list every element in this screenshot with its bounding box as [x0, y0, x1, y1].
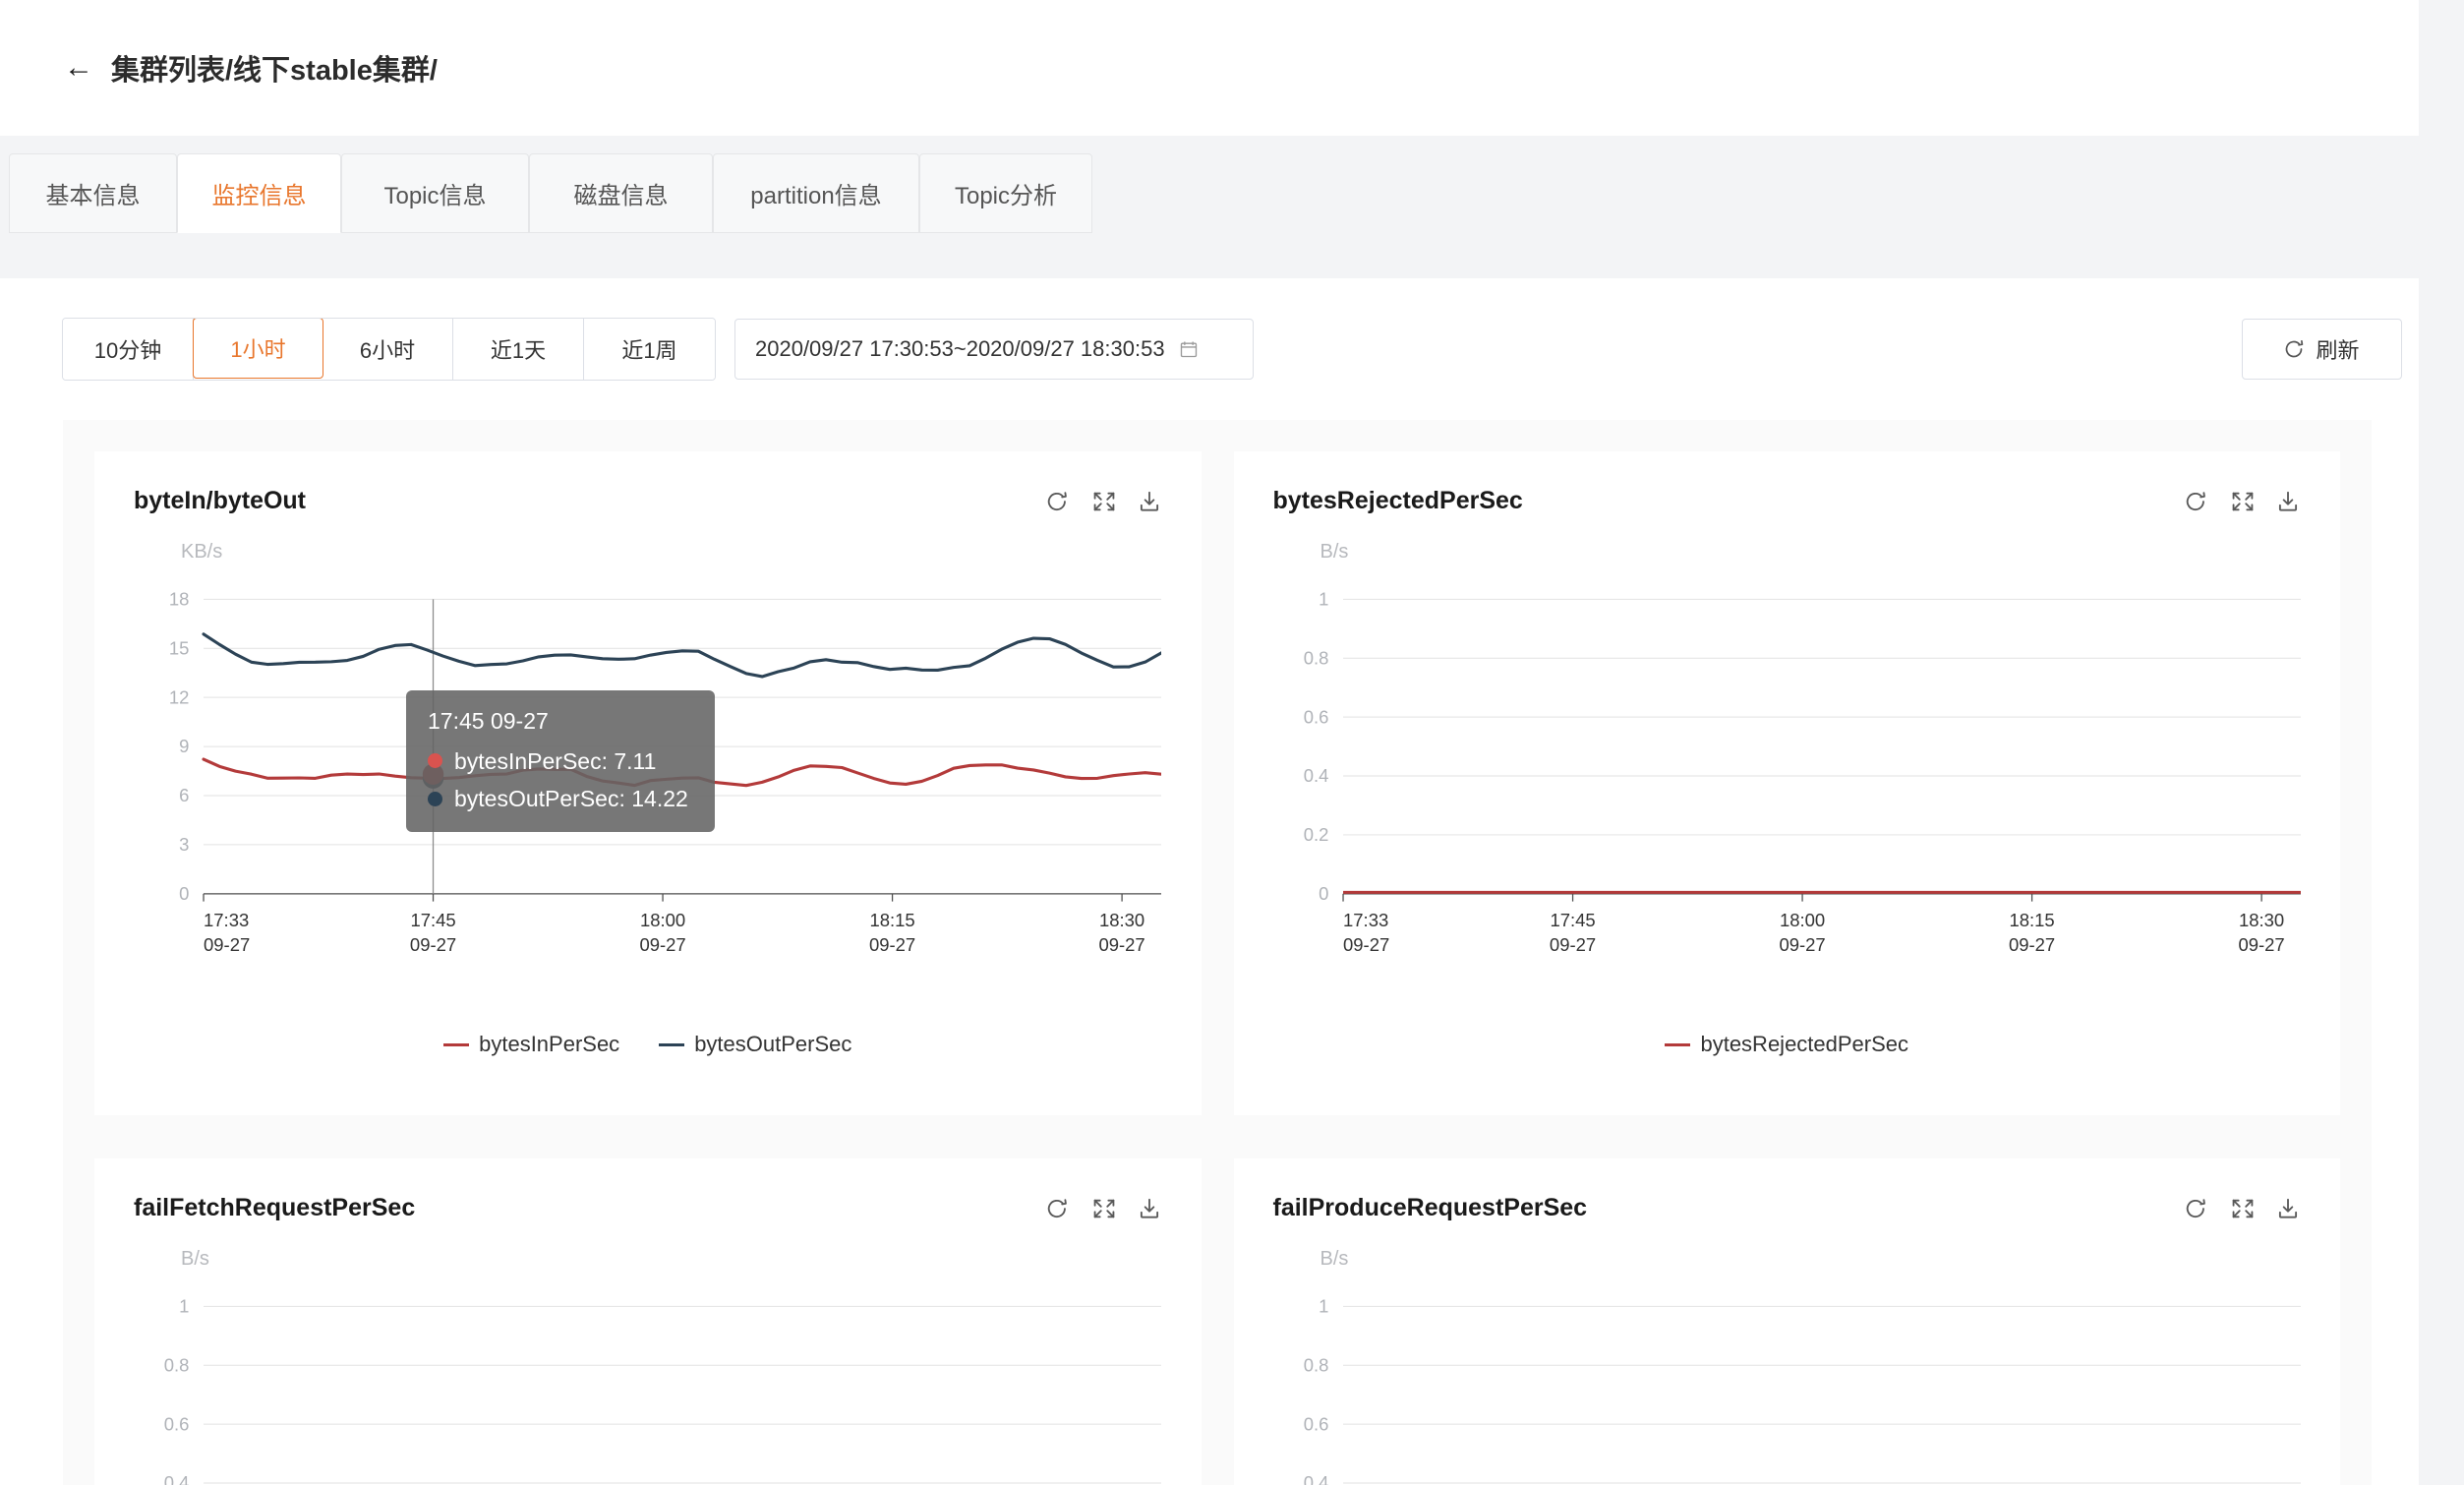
svg-text:18:00: 18:00 — [1779, 910, 1824, 930]
svg-text:09-27: 09-27 — [2008, 934, 2054, 955]
svg-text:09-27: 09-27 — [2238, 934, 2284, 955]
svg-text:0.6: 0.6 — [164, 1413, 190, 1434]
svg-text:09-27: 09-27 — [1343, 934, 1389, 955]
svg-text:09-27: 09-27 — [1098, 934, 1144, 955]
svg-text:0.8: 0.8 — [1303, 1354, 1328, 1375]
svg-text:09-27: 09-27 — [639, 934, 685, 955]
svg-text:18:30: 18:30 — [2238, 910, 2283, 930]
svg-text:09-27: 09-27 — [869, 934, 915, 955]
svg-text:0.4: 0.4 — [1303, 765, 1328, 786]
svg-text:0: 0 — [179, 883, 189, 904]
svg-text:0: 0 — [1319, 883, 1328, 904]
svg-text:12: 12 — [169, 686, 190, 707]
svg-text:09-27: 09-27 — [1549, 934, 1595, 955]
svg-text:17:33: 17:33 — [1343, 910, 1388, 930]
svg-text:0.8: 0.8 — [164, 1354, 190, 1375]
svg-text:0.4: 0.4 — [164, 1472, 190, 1485]
svg-text:9: 9 — [179, 736, 189, 756]
svg-text:17:45: 17:45 — [1550, 910, 1595, 930]
svg-text:18:00: 18:00 — [640, 910, 685, 930]
svg-text:18:15: 18:15 — [2009, 910, 2054, 930]
svg-text:6: 6 — [179, 785, 189, 805]
svg-text:17:33: 17:33 — [204, 910, 249, 930]
svg-text:0.6: 0.6 — [1303, 1413, 1328, 1434]
svg-text:1: 1 — [1319, 1295, 1328, 1316]
svg-text:1: 1 — [179, 1295, 189, 1316]
svg-text:1: 1 — [1319, 588, 1328, 609]
svg-text:18:30: 18:30 — [1099, 910, 1144, 930]
svg-text:0.4: 0.4 — [1303, 1472, 1328, 1485]
svg-text:0.6: 0.6 — [1303, 706, 1328, 727]
svg-text:15: 15 — [169, 637, 190, 658]
svg-text:18: 18 — [169, 588, 190, 609]
svg-text:09-27: 09-27 — [410, 934, 456, 955]
svg-text:09-27: 09-27 — [1779, 934, 1825, 955]
svg-text:3: 3 — [179, 834, 189, 855]
svg-text:18:15: 18:15 — [869, 910, 914, 930]
svg-text:17:45: 17:45 — [410, 910, 455, 930]
svg-text:0.2: 0.2 — [1303, 824, 1328, 845]
svg-text:0.8: 0.8 — [1303, 647, 1328, 668]
svg-text:09-27: 09-27 — [204, 934, 250, 955]
